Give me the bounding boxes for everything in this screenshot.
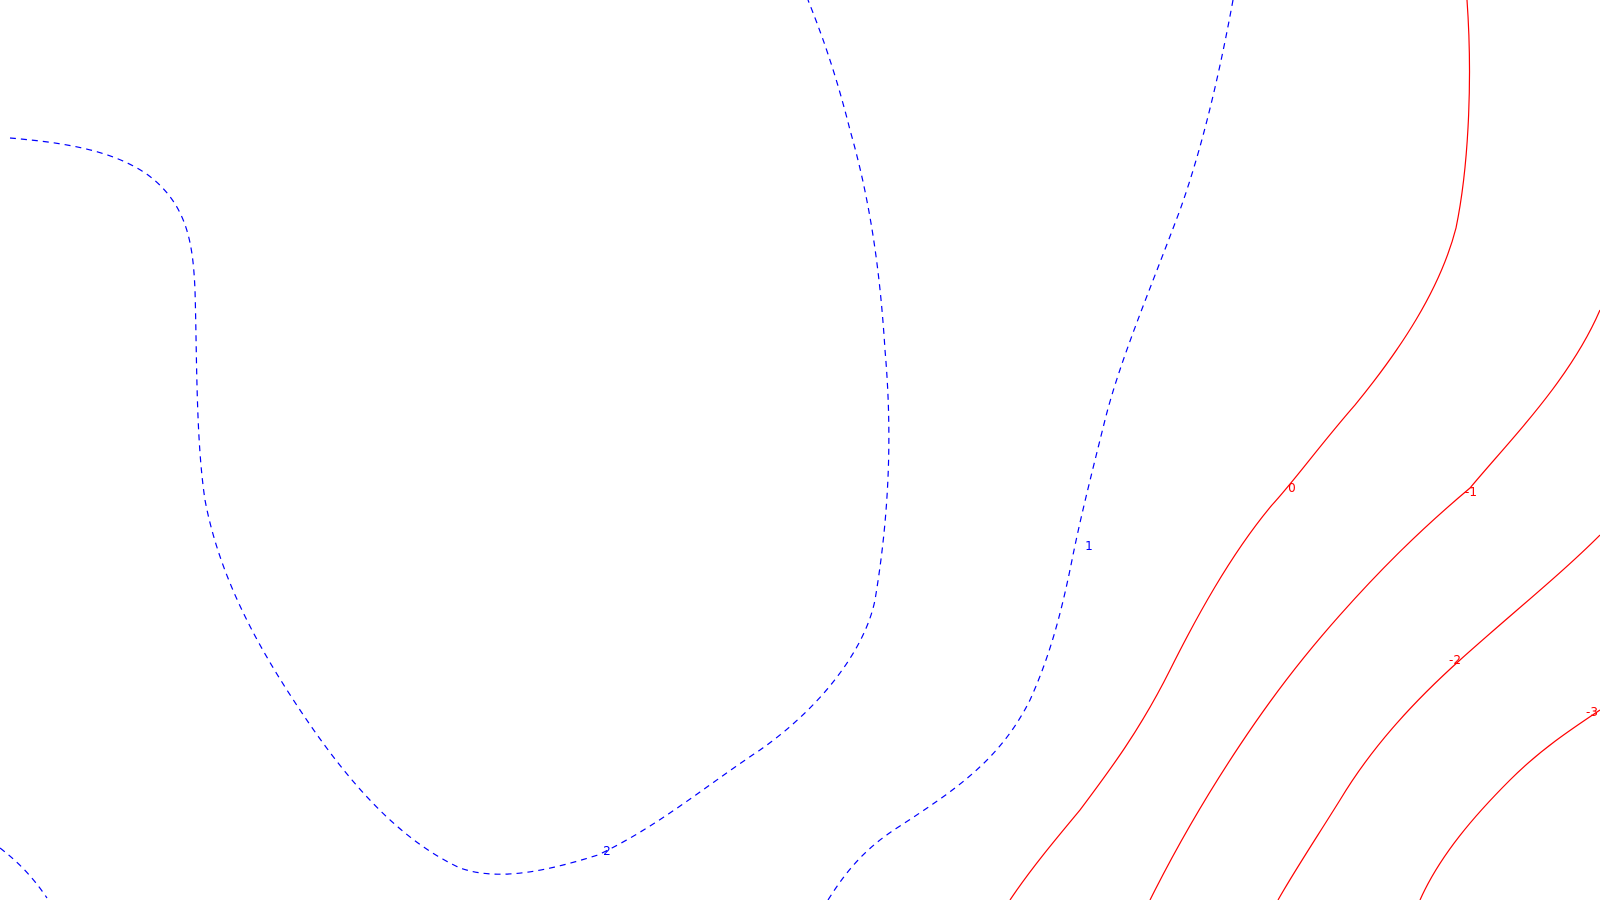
contour-label-neg2: -2	[1449, 653, 1461, 667]
contour-line-0	[1009, 0, 1471, 900]
contour-line-2-left	[0, 847, 48, 899]
contour-label-neg1: -1	[1465, 485, 1477, 499]
contour-label-neg3: -3	[1586, 705, 1598, 719]
contour-label-0: 0	[1288, 481, 1296, 495]
contour-label-1: 1	[1085, 539, 1093, 553]
contour-line-neg2	[1277, 534, 1600, 900]
contour-label-2: 2	[603, 844, 611, 858]
contour-line-neg3	[1419, 709, 1600, 900]
contour-line-1	[827, 0, 1234, 900]
contour-line-neg1	[1149, 309, 1600, 900]
